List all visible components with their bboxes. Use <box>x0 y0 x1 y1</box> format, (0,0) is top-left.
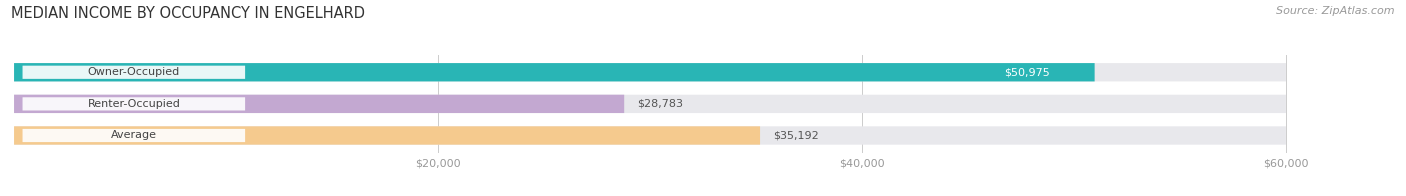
FancyBboxPatch shape <box>22 66 245 79</box>
Text: MEDIAN INCOME BY OCCUPANCY IN ENGELHARD: MEDIAN INCOME BY OCCUPANCY IN ENGELHARD <box>11 6 366 21</box>
FancyBboxPatch shape <box>966 66 1088 78</box>
FancyBboxPatch shape <box>14 126 761 145</box>
Text: Source: ZipAtlas.com: Source: ZipAtlas.com <box>1277 6 1395 16</box>
FancyBboxPatch shape <box>22 129 245 142</box>
Text: $50,975: $50,975 <box>1004 67 1050 77</box>
FancyBboxPatch shape <box>14 63 1095 81</box>
Text: Renter-Occupied: Renter-Occupied <box>87 99 180 109</box>
FancyBboxPatch shape <box>14 126 1286 145</box>
FancyBboxPatch shape <box>14 63 1286 81</box>
Text: $28,783: $28,783 <box>637 99 683 109</box>
Text: Owner-Occupied: Owner-Occupied <box>87 67 180 77</box>
FancyBboxPatch shape <box>22 97 245 111</box>
FancyBboxPatch shape <box>14 95 624 113</box>
FancyBboxPatch shape <box>14 95 1286 113</box>
Text: $35,192: $35,192 <box>773 131 818 141</box>
Text: Average: Average <box>111 131 157 141</box>
